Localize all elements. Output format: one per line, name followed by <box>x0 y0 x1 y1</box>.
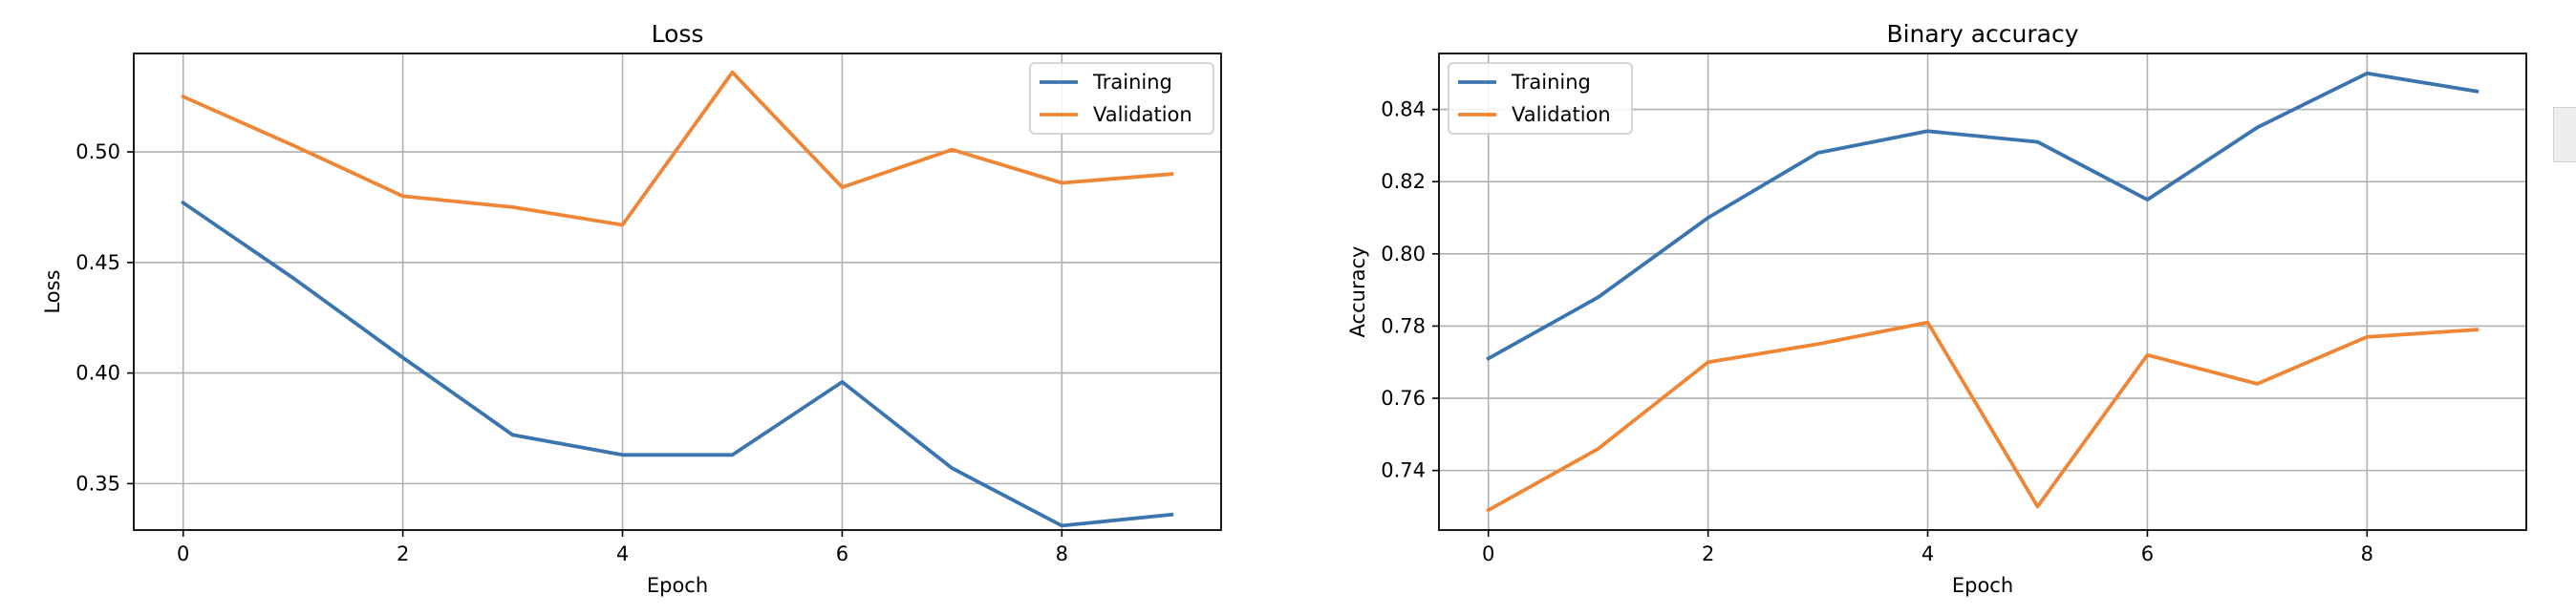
x-tick-label: 2 <box>1702 542 1714 565</box>
x-tick-label: 0 <box>177 542 189 565</box>
y-axis-label: Accuracy <box>1346 246 1369 338</box>
chart-2: 0 2 4 6 8 0.74 0.76 0.78 0.80 0.82 0.84 Binary accu… <box>1346 20 2527 597</box>
legend: Training Validation <box>1448 62 1633 135</box>
series-line-validation <box>181 70 1174 227</box>
y-tick-label: 0.35 <box>75 472 120 495</box>
legend-label-validation: Validation <box>1512 103 1611 126</box>
x-tick-label: 8 <box>2361 542 2373 565</box>
x-axis-label: Epoch <box>647 574 708 597</box>
chart-title: Loss <box>652 20 704 48</box>
x-tick-label: 2 <box>397 542 409 565</box>
legend: Training Validation <box>1029 62 1214 135</box>
series-line-validation <box>1486 320 2479 513</box>
y-tick-label: 0.84 <box>1381 98 1426 121</box>
x-tick-label: 4 <box>616 542 629 565</box>
chart-title: Binary accuracy <box>1886 20 2078 48</box>
x-axis-label: Epoch <box>1952 574 2013 597</box>
axes-frame <box>133 53 1222 531</box>
y-tick-label: 0.74 <box>1381 459 1426 482</box>
series-line-training <box>1486 71 2479 361</box>
y-tick-label: 0.50 <box>75 140 120 163</box>
y-axis-label: Loss <box>41 269 64 313</box>
series-line-training <box>181 200 1174 528</box>
x-tick-label: 4 <box>1921 542 1934 565</box>
x-tick-label: 0 <box>1482 542 1494 565</box>
y-tick-label: 0.80 <box>1381 243 1426 266</box>
legend-label-training: Training <box>1511 71 1591 94</box>
x-tick-label: 8 <box>1056 542 1068 565</box>
legend-label-validation: Validation <box>1093 103 1192 126</box>
axes-frame <box>1438 53 2527 531</box>
y-tick-label: 0.78 <box>1381 314 1426 337</box>
scrollbar-stub[interactable] <box>2553 107 2576 162</box>
legend-label-training: Training <box>1092 71 1172 94</box>
y-tick-label: 0.40 <box>75 362 120 385</box>
chart-1: 0 2 4 6 8 0.35 0.40 0.45 0.50 Loss Epoch Loss Traini… <box>41 20 1222 597</box>
y-tick-label: 0.82 <box>1381 170 1426 193</box>
y-tick-label: 0.76 <box>1381 387 1426 410</box>
y-tick-label: 0.45 <box>75 251 120 274</box>
x-tick-label: 6 <box>836 542 848 565</box>
x-tick-label: 6 <box>2141 542 2154 565</box>
